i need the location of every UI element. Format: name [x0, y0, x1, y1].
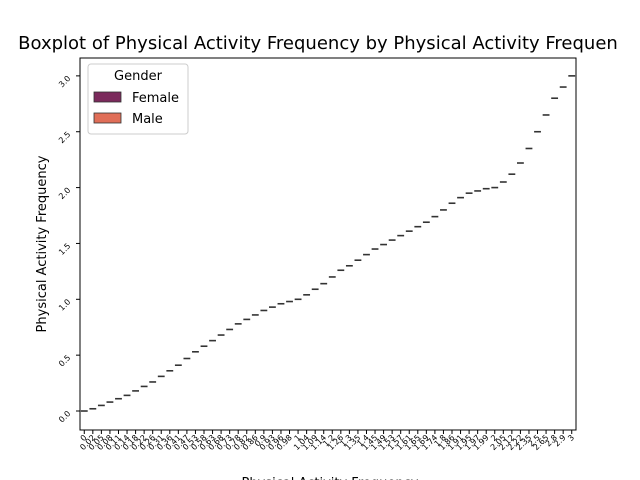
legend-swatch — [93, 91, 122, 103]
chart-title: Boxplot of Physical Activity Frequency b… — [18, 33, 618, 54]
legend-swatch — [93, 112, 122, 124]
y-tick-label: 2.0 — [57, 186, 72, 201]
y-tick-label: 1.0 — [57, 297, 72, 312]
x-tick-label: 2 — [489, 433, 499, 443]
x-tick-label: 0 — [79, 433, 89, 443]
x-tick-label: 3 — [566, 433, 576, 443]
legend-label: Female — [132, 91, 179, 106]
y-tick-label: 0.0 — [57, 409, 72, 424]
y-tick-label: 1.5 — [57, 241, 72, 256]
y-axis-label: Physical Activity Frequency — [35, 155, 50, 332]
y-tick-label: 0.5 — [57, 353, 72, 368]
plot-frame — [79, 57, 577, 431]
legend-title: Gender — [114, 69, 163, 84]
x-axis-label: Physical Activity Frequency — [242, 476, 419, 480]
legend-label: Male — [132, 112, 163, 127]
x-tick-label: 1 — [293, 433, 303, 443]
y-tick-label: 2.5 — [57, 130, 72, 145]
y-tick-label: 3.0 — [57, 74, 72, 89]
